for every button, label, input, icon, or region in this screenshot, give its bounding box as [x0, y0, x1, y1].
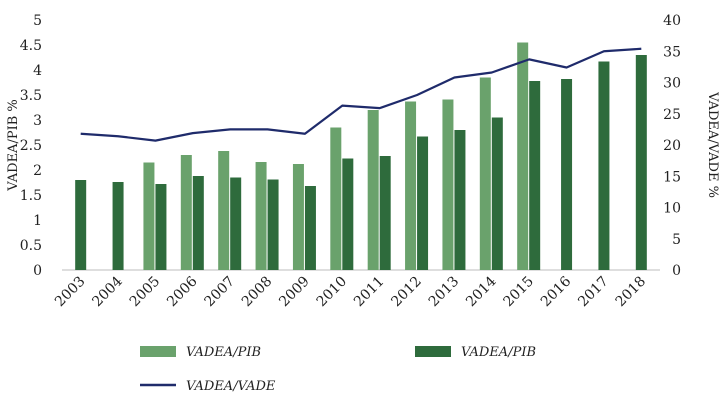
bar-dark	[635, 55, 647, 270]
x-axis: 2003 2004 2005 2006 2007 2008 2009 2010 2011 2012…	[52, 273, 649, 310]
y-tick-left: 2	[33, 163, 42, 179]
legend-label: VADEA/PIB	[186, 345, 261, 360]
legend-label: VADEA/PIB	[461, 345, 536, 360]
y-tick-right: 10	[663, 201, 681, 217]
y-tick-left: 4	[33, 63, 42, 79]
bar-light	[218, 151, 230, 270]
y-tick-left: 1	[33, 213, 42, 229]
bar-dark	[75, 180, 87, 270]
bar-dark	[598, 61, 610, 270]
bar-light	[367, 110, 379, 270]
y-tick-right: 20	[663, 138, 681, 154]
x-tick-label: 2018	[613, 274, 650, 311]
x-tick-label: 2012	[388, 274, 425, 311]
y-tick-right: 15	[663, 169, 681, 185]
legend-label: VADEA/VADE	[186, 379, 276, 394]
x-tick-label: 2010	[314, 274, 351, 311]
bar-dark	[304, 186, 316, 270]
y-tick-right: 40	[663, 13, 681, 29]
y-tick-left: 4.5	[20, 38, 42, 54]
bar-light	[255, 162, 267, 270]
bar-dark	[155, 184, 167, 270]
bars	[75, 42, 647, 270]
line-series	[80, 47, 642, 142]
legend-swatch-light	[140, 346, 176, 357]
bar-dark	[491, 117, 503, 270]
vadea-vade-line	[80, 47, 642, 142]
y-tick-left: 1.5	[20, 188, 42, 204]
bar-dark	[342, 158, 354, 270]
x-tick-label: 2003	[52, 274, 89, 311]
bar-dark	[529, 81, 541, 270]
bar-light	[405, 101, 417, 270]
legend: VADEA/PIB VADEA/PIB VADEA/VADE	[140, 345, 536, 394]
x-tick-label: 2015	[501, 274, 538, 311]
bar-dark	[379, 156, 391, 270]
bar-dark	[454, 130, 466, 270]
y-axis-title-right: VADEA/VADE %	[705, 91, 720, 198]
y-axis-title-left: VADEA/PIB %	[6, 99, 21, 192]
bar-light	[180, 155, 192, 270]
x-tick-label: 2017	[575, 274, 612, 311]
y-tick-right: 0	[672, 263, 681, 279]
bar-dark	[267, 179, 279, 270]
y-tick-right: 30	[663, 76, 681, 92]
bar-light	[330, 127, 342, 270]
x-tick-label: 2005	[127, 274, 164, 311]
bar-light	[479, 77, 491, 270]
x-tick-label: 2006	[164, 273, 201, 310]
x-tick-label: 2011	[351, 274, 388, 311]
y-axis-left: 0 0.5 1 1.5 2 2.5 3 3.5 4 4.5 5	[20, 13, 42, 279]
x-tick-label: 2009	[276, 274, 313, 311]
bar-dark	[561, 79, 573, 270]
x-tick-label: 2008	[239, 274, 276, 311]
bar-dark	[112, 182, 124, 270]
legend-swatch-dark	[415, 346, 451, 357]
x-tick-label: 2007	[202, 274, 239, 311]
bar-light	[442, 99, 454, 270]
y-tick-right: 25	[663, 107, 681, 123]
bar-light	[143, 162, 155, 270]
bar-dark	[417, 136, 429, 270]
bar-light	[292, 164, 304, 270]
y-tick-left: 0	[33, 263, 42, 279]
bar-light	[517, 42, 529, 270]
y-tick-left: 0.5	[20, 238, 42, 254]
x-tick-label: 2004	[89, 273, 126, 310]
y-tick-left: 2.5	[20, 138, 42, 154]
y-tick-left: 3.5	[20, 88, 42, 104]
y-tick-left: 5	[33, 13, 42, 29]
y-tick-right: 5	[672, 232, 681, 248]
y-tick-right: 35	[663, 44, 681, 60]
bar-dark	[230, 177, 242, 270]
x-tick-label: 2016	[538, 273, 575, 310]
bar-dark	[192, 176, 204, 270]
y-axis-right: 0 5 10 15 20 25 30 35 40	[663, 13, 681, 279]
y-tick-left: 3	[33, 113, 42, 129]
x-tick-label: 2014	[463, 273, 500, 310]
x-tick-label: 2013	[426, 274, 463, 311]
